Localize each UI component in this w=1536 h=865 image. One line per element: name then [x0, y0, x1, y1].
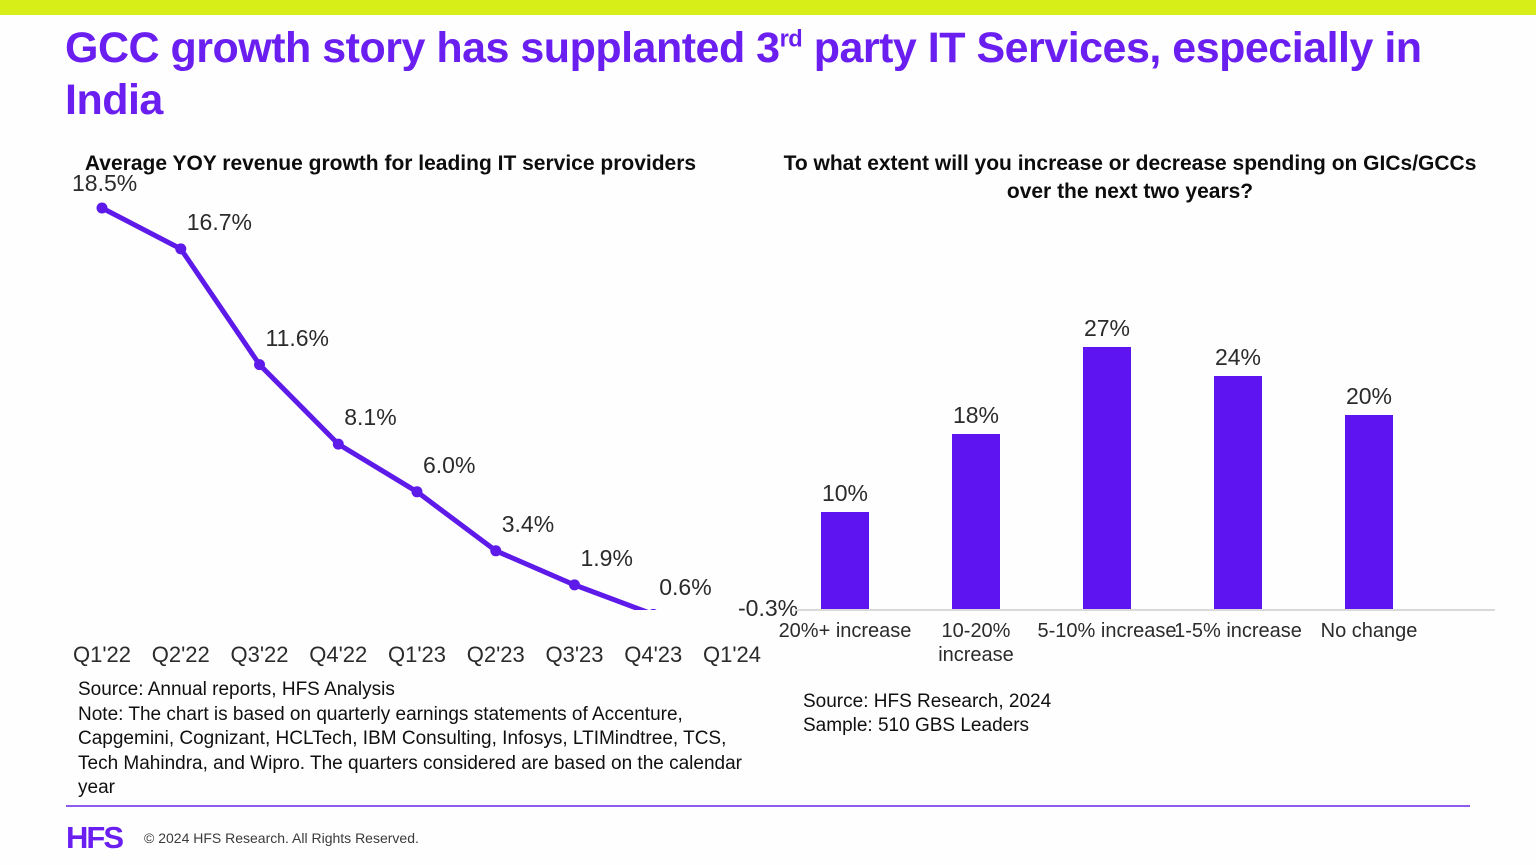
bar-chart-bar: [821, 512, 869, 609]
left-chart-panel: Average YOY revenue growth for leading I…: [60, 150, 798, 790]
line-chart-value-label: 6.0%: [423, 451, 476, 478]
bar-chart-category-label: 10-20% increase: [938, 620, 1014, 666]
line-chart-marker: [175, 243, 187, 255]
line-chart-value-label: 8.1%: [344, 404, 397, 431]
line-chart-x-tick: Q2'23: [466, 642, 525, 667]
line-chart-x-tick: Q4'22: [309, 642, 368, 667]
bar-chart-title: To what extent will you increase or decr…: [783, 152, 1477, 203]
line-chart-marker: [411, 486, 423, 498]
title-text-part2: party IT Services, especially in India: [65, 24, 1422, 124]
bar-chart-value-label: 27%: [1083, 315, 1131, 342]
right-source-line: Source: HFS Research, 2024: [803, 691, 1052, 712]
title-text-part1: GCC growth story has supplanted 3: [65, 24, 780, 72]
bar-chart-baseline: [795, 609, 1495, 611]
hfs-logo: HFS: [66, 820, 124, 855]
top-accent-bar: [0, 0, 1536, 15]
line-chart-value-label: 16.7%: [186, 208, 252, 235]
left-source-note: Source: Annual reports, HFS Analysis Not…: [78, 678, 768, 801]
bar-chart-category-label: 1-5% increase: [1174, 620, 1302, 642]
bar-chart-value-label: 20%: [1345, 383, 1393, 409]
title-ordinal-suffix: rd: [779, 26, 803, 53]
bar-chart-bar: [1083, 347, 1131, 609]
page-title: GCC growth story has supplanted 3rd part…: [65, 22, 1465, 126]
line-chart-title: Average YOY revenue growth for leading I…: [84, 152, 697, 175]
line-chart-x-tick: Q1'24: [702, 642, 762, 667]
bar-chart-bar: [1345, 415, 1393, 609]
bar-chart: 10% 20%+ increase 18% 10-20% increase 27% 5-1…: [760, 224, 1500, 666]
line-chart: 18.5% 16.7% 11.6% 8.1% 6.0% 3.4% 1.9% 0.6% -0.3%…: [60, 170, 798, 667]
line-chart-value-label: 18.5%: [72, 170, 138, 196]
copyright-text: © 2024 HFS Research. All Rights Reserved…: [144, 830, 419, 846]
line-chart-marker: [650, 608, 657, 610]
line-chart-x-tick: Q4'23: [624, 642, 683, 667]
line-chart-value-label: 1.9%: [580, 544, 633, 571]
line-chart-value-label: -0.3%: [738, 594, 799, 621]
right-chart-panel: To what extent will you increase or decr…: [760, 150, 1500, 790]
right-source-note: Source: HFS Research, 2024 Sample: 510 G…: [803, 690, 1403, 738]
line-chart-markers: [96, 202, 657, 610]
bar-chart-value-label: 18%: [952, 402, 1000, 429]
line-chart-svg: [96, 202, 657, 610]
footer-divider: [66, 805, 1470, 807]
footer: HFS © 2024 HFS Research. All Rights Rese…: [66, 820, 419, 856]
line-chart-marker: [569, 579, 580, 591]
line-chart-marker: [332, 438, 344, 450]
bar-chart-category-label: 20%+ increase: [778, 620, 912, 642]
line-chart-x-tick: Q1'22: [72, 642, 132, 667]
left-note-line: Note: The chart is based on quarterly ea…: [78, 703, 742, 799]
line-chart-value-label: 3.4%: [501, 510, 555, 537]
line-chart-value-label: 11.6%: [265, 324, 330, 351]
bar-chart-category-label: No change: [1320, 620, 1418, 642]
right-sample-line: Sample: 510 GBS Leaders: [803, 715, 1030, 736]
bar-chart-value-label: 24%: [1214, 344, 1262, 371]
bar-chart-value-label: 10%: [821, 480, 869, 506]
line-chart-x-tick: Q3'23: [545, 642, 604, 667]
line-chart-marker: [490, 545, 502, 557]
line-chart-series: [99, 205, 649, 610]
left-source-line: Source: Annual reports, HFS Analysis: [78, 679, 395, 700]
bar-chart-bar: [1214, 376, 1262, 609]
line-chart-value-label: 0.6%: [659, 574, 712, 601]
line-chart-marker: [254, 359, 265, 371]
line-chart-marker: [96, 202, 108, 214]
line-chart-x-tick: Q2'22: [151, 642, 210, 667]
bar-chart-category-label: 5-10% increase: [1037, 620, 1177, 642]
bar-chart-bar: [952, 434, 1000, 609]
line-chart-x-tick: Q1'23: [387, 642, 447, 667]
line-chart-x-tick: Q3'22: [230, 642, 289, 667]
